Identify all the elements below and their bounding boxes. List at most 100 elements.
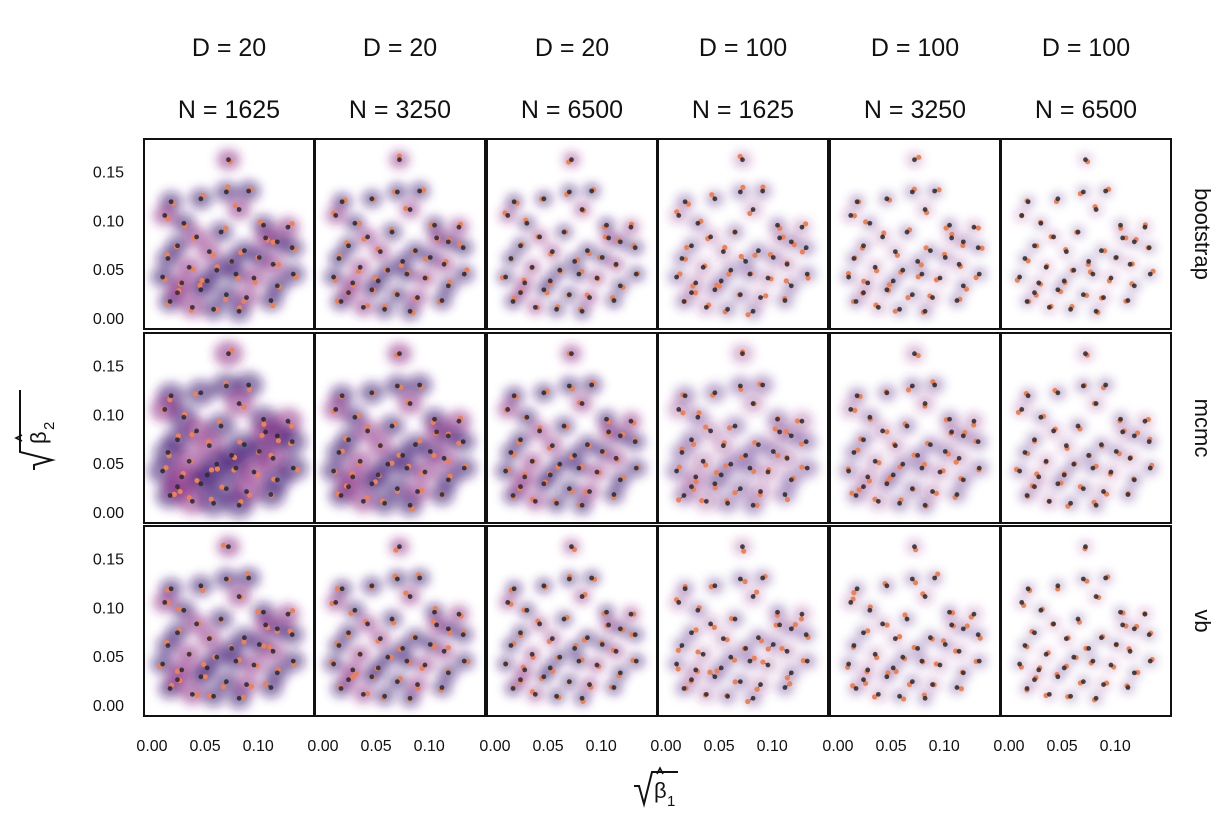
- true-point: [346, 243, 351, 249]
- true-point: [554, 693, 559, 699]
- true-point: [1017, 468, 1023, 474]
- true-point: [218, 229, 224, 235]
- true-point: [162, 213, 168, 218]
- x-tick-label: 0.05: [190, 738, 221, 755]
- true-point: [1055, 674, 1061, 680]
- true-point: [165, 643, 171, 648]
- true-point: [204, 278, 210, 284]
- true-point: [890, 472, 896, 478]
- true-point: [922, 502, 928, 508]
- true-point: [167, 299, 173, 304]
- true-point: [246, 382, 252, 388]
- true-point: [285, 611, 291, 617]
- true-point: [357, 264, 363, 270]
- estimate-point: [979, 245, 985, 251]
- true-point: [1055, 196, 1061, 202]
- panel-mcmc-3: [486, 332, 658, 524]
- true-point: [365, 621, 371, 627]
- true-point: [204, 472, 210, 478]
- true-point: [689, 630, 694, 636]
- estimate-point: [353, 671, 359, 677]
- true-point: [1038, 607, 1044, 613]
- true-point: [912, 351, 917, 357]
- true-point: [189, 691, 195, 697]
- x-tick-labels: 0.00 0.05 0.10 0.00 0.05 0.10 0.00 0.05 0.10 0.00…: [136, 738, 1130, 755]
- estimate-point: [267, 644, 273, 650]
- estimate-point: [921, 461, 927, 467]
- true-point: [1022, 256, 1028, 261]
- true-point: [1051, 234, 1057, 240]
- true-point: [505, 213, 511, 218]
- estimate-point: [423, 256, 429, 262]
- true-point: [1017, 274, 1023, 280]
- true-point: [218, 423, 224, 429]
- true-point: [848, 600, 854, 605]
- true-point: [904, 229, 910, 235]
- true-point: [244, 489, 249, 494]
- true-point: [750, 502, 756, 508]
- estimate-point: [431, 452, 437, 459]
- estimate-point: [963, 286, 969, 292]
- true-point: [975, 632, 981, 638]
- true-point: [689, 437, 694, 443]
- true-point: [198, 583, 204, 589]
- estimate-point: [784, 496, 791, 503]
- density-cloud: [147, 340, 308, 519]
- true-point: [289, 439, 295, 445]
- true-point: [572, 259, 578, 264]
- panel-border: [657, 138, 829, 330]
- estimate-point: [745, 698, 751, 705]
- true-point: [1061, 472, 1067, 478]
- panel-border: [314, 138, 486, 330]
- estimate-point: [747, 210, 753, 217]
- true-point: [547, 472, 553, 478]
- true-point: [865, 280, 871, 286]
- true-point: [1024, 686, 1030, 691]
- true-point: [518, 243, 523, 249]
- true-point: [1083, 351, 1088, 357]
- true-point: [782, 492, 788, 497]
- estimate-point: [175, 433, 182, 439]
- true-point: [1131, 239, 1137, 245]
- x-tick-label: 0.10: [414, 738, 445, 755]
- true-point: [1043, 264, 1049, 270]
- true-point: [1093, 401, 1099, 406]
- estimate-point: [289, 221, 295, 227]
- estimate-point: [287, 628, 293, 634]
- estimate-point: [205, 439, 212, 445]
- y-tick-label: 0.05: [93, 649, 124, 666]
- true-point: [186, 264, 192, 270]
- true-point: [712, 674, 718, 680]
- estimate-point: [246, 387, 253, 393]
- true-point: [949, 429, 955, 435]
- true-point: [427, 255, 433, 260]
- true-point: [1038, 414, 1044, 420]
- true-point: [861, 677, 866, 683]
- true-point: [522, 280, 528, 286]
- true-point: [679, 643, 685, 648]
- true-point: [1032, 243, 1037, 249]
- true-point: [541, 287, 547, 293]
- true-point: [915, 259, 921, 264]
- estimate-point: [799, 249, 805, 255]
- estimate-point: [355, 268, 362, 274]
- true-point: [432, 222, 437, 228]
- true-point: [407, 308, 413, 314]
- true-point: [432, 609, 437, 615]
- true-point: [456, 418, 462, 424]
- true-point: [1125, 492, 1131, 497]
- true-point: [1024, 299, 1030, 304]
- true-point: [256, 255, 262, 260]
- estimate-point: [975, 225, 981, 231]
- true-point: [198, 674, 204, 680]
- estimate-point: [270, 239, 276, 245]
- estimate-point: [884, 429, 890, 435]
- true-point: [382, 306, 387, 312]
- x-tick-label: 0.05: [1047, 738, 1078, 755]
- true-point: [407, 401, 413, 406]
- true-point: [1043, 458, 1049, 464]
- true-point: [756, 442, 761, 448]
- true-point: [561, 229, 567, 235]
- estimate-point: [431, 619, 437, 625]
- true-point: [198, 196, 204, 202]
